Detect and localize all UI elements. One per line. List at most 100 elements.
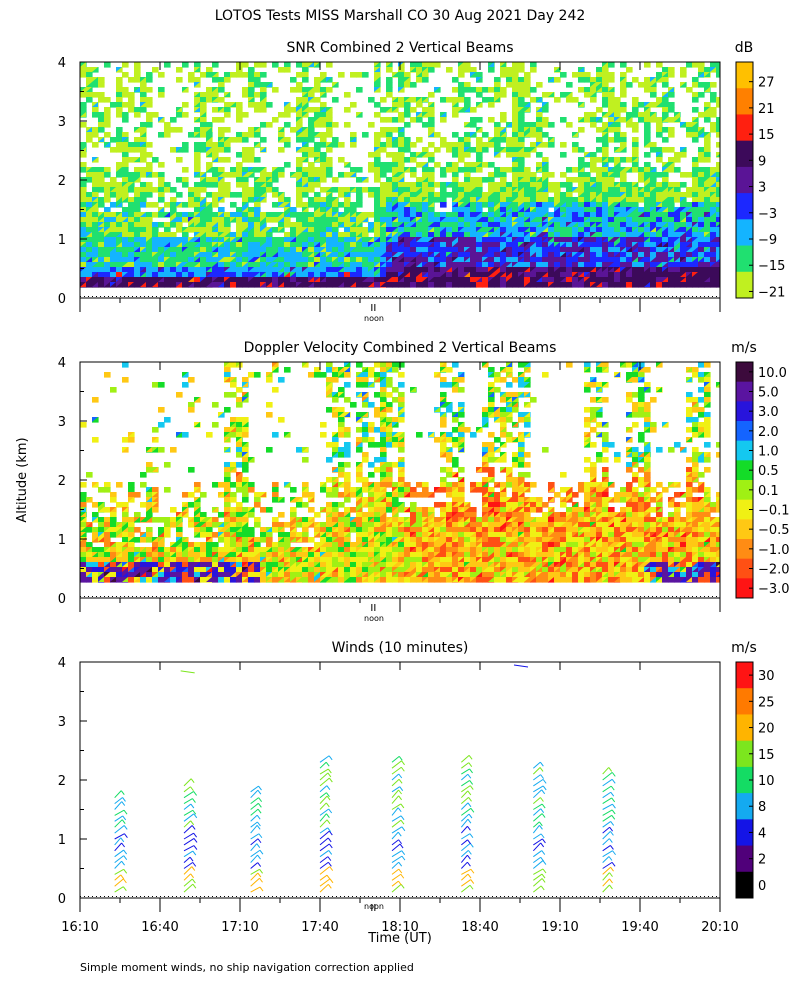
heatmap-cell [512,247,518,252]
heatmap-cell [698,277,705,283]
heatmap-cell [440,192,447,198]
heatmap-cell [182,147,189,153]
heatmap-cell [518,282,525,288]
heatmap-cell [230,272,237,278]
heatmap-cell [506,257,513,263]
heatmap-cell [236,192,243,198]
heatmap-cell [176,242,182,247]
heatmap-cell [530,132,537,138]
heatmap-cell [230,257,236,262]
heatmap-cell [200,207,207,213]
heatmap-cell [104,107,111,113]
heatmap-cell [86,132,93,138]
heatmap-cell [392,172,399,178]
heatmap-cell [86,252,93,258]
heatmap-cell [98,277,105,283]
heatmap-cell [290,172,296,177]
heatmap-cell [248,282,255,288]
heatmap-cell [398,277,405,283]
heatmap-cell [662,82,669,88]
heatmap-cell [104,97,111,103]
heatmap-cell [356,167,363,173]
heatmap-cell [614,242,621,248]
heatmap-cell [578,102,584,107]
heatmap-cell [380,227,387,233]
heatmap-cell [158,172,164,177]
heatmap-cell [674,257,681,263]
heatmap-cell [116,107,123,113]
heatmap-cell [140,202,147,208]
heatmap-cell [302,247,308,252]
heatmap-cell [470,162,477,168]
heatmap-cell [614,162,621,168]
heatmap-cell [536,182,543,188]
heatmap-cell [212,62,219,68]
heatmap-cell [614,117,620,122]
heatmap-cell [512,177,519,183]
heatmap-cell [200,97,207,103]
heatmap-cell [236,227,243,233]
heatmap-cell [716,62,720,68]
heatmap-cell [110,522,117,528]
heatmap-cell [332,197,338,202]
heatmap-cell [416,282,423,288]
heatmap-cell [200,277,207,283]
heatmap-cell [698,177,705,183]
heatmap-cell [80,252,87,258]
heatmap-cell [488,182,495,188]
heatmap-cell [398,127,404,132]
heatmap-cell [236,182,242,187]
heatmap-cell [128,92,135,98]
heatmap-cell [710,272,717,278]
heatmap-cell [590,87,597,93]
heatmap-cell [380,107,387,113]
y-tick-label: 0 [58,292,66,307]
heatmap-cell [272,187,279,193]
heatmap-cell [710,282,717,288]
heatmap-cell [110,547,117,553]
heatmap-cell [488,97,495,103]
heatmap-cell [320,197,327,203]
heatmap-cell [200,262,207,268]
heatmap-cell [422,62,429,68]
heatmap-cell [98,527,105,533]
heatmap-cell [560,172,567,178]
heatmap-cell [656,172,663,178]
heatmap-cell [170,552,176,557]
heatmap-cell [200,247,207,253]
heatmap-cell [596,222,602,227]
heatmap-cell [542,167,549,173]
heatmap-cell [716,172,720,178]
heatmap-cell [416,217,422,222]
heatmap-cell [398,82,405,88]
heatmap-cell [512,272,519,278]
heatmap-cell [140,247,146,252]
heatmap-cell [92,82,99,88]
heatmap-cell [716,163,720,167]
heatmap-cell [602,162,608,167]
heatmap-cell [416,67,423,73]
heatmap-cell [452,112,459,118]
heatmap-cell [458,282,465,288]
heatmap-cell [578,182,585,188]
heatmap-cell [626,212,633,218]
heatmap-cell [446,237,453,243]
heatmap-cell [104,487,111,493]
heatmap-cell [374,187,381,193]
heatmap-cell [596,137,603,143]
heatmap-cell [638,197,645,203]
heatmap-cell [608,197,615,203]
heatmap-cell [338,202,345,208]
heatmap-cell [566,177,573,183]
heatmap-cell [398,167,405,173]
heatmap-cell [128,487,135,493]
heatmap-cell [254,62,261,68]
heatmap-cell [530,207,536,212]
heatmap-cell [368,167,375,173]
heatmap-cell [164,257,170,262]
heatmap-cell [356,247,363,253]
heatmap-cell [578,242,585,248]
heatmap-cell [128,267,135,273]
heatmap-cell [182,212,189,218]
heatmap-cell [542,282,549,288]
